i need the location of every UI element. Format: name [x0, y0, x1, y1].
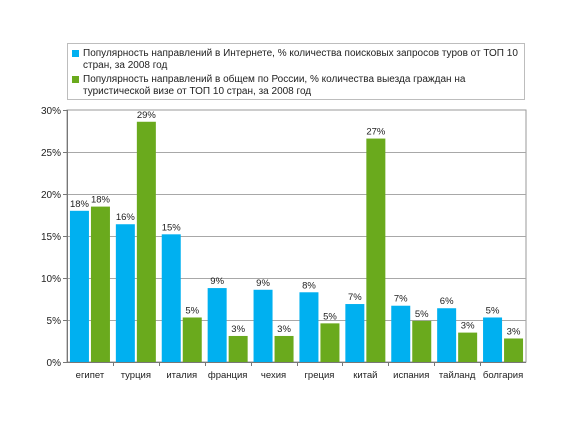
data-label-russia-3: 3%: [231, 324, 245, 335]
x-tick-label: италия: [166, 370, 197, 381]
bar-internet-4: [253, 289, 273, 362]
bar-internet-3: [207, 288, 227, 362]
y-tick-label: 20%: [41, 190, 61, 201]
grid-layer: [66, 109, 527, 363]
data-label-internet-0: 18%: [70, 199, 90, 210]
y-tick-label: 30%: [41, 106, 61, 117]
y-tick-label: 0%: [47, 358, 62, 369]
x-tick-label: испания: [393, 370, 429, 381]
bar-internet-7: [391, 305, 411, 362]
data-label-internet-9: 5%: [486, 305, 500, 316]
x-tick-label: китай: [353, 370, 377, 381]
data-label-internet-6: 7%: [348, 292, 362, 303]
legend-label-russia: Популярность направлений в общем по Росс…: [83, 74, 466, 97]
bar-russia-0: [90, 206, 110, 362]
data-label-internet-8: 6%: [440, 296, 454, 307]
data-label-russia-6: 27%: [366, 127, 386, 138]
legend-label-internet: Популярность направлений в Интернете, % …: [83, 48, 518, 71]
data-label-russia-2: 5%: [185, 305, 199, 316]
chart-legend: Популярность направлений в Интернете, % …: [67, 43, 525, 100]
y-tick-label: 5%: [47, 316, 62, 327]
bar-internet-8: [437, 308, 457, 362]
data-label-internet-4: 9%: [256, 278, 270, 289]
x-tick-label: турция: [121, 370, 151, 381]
bar-russia-1: [136, 121, 156, 362]
data-label-russia-4: 3%: [277, 324, 291, 335]
data-label-internet-2: 15%: [162, 222, 182, 233]
y-tick-label: 10%: [41, 274, 61, 285]
data-label-russia-7: 5%: [415, 309, 429, 320]
bar-russia-3: [228, 335, 248, 362]
data-label-internet-7: 7%: [394, 294, 408, 305]
legend-item-russia: Популярность направлений в общем по Росс…: [72, 74, 518, 98]
bar-russia-4: [274, 335, 294, 362]
data-label-russia-0: 18%: [91, 195, 111, 206]
bar-russia-5: [320, 323, 340, 362]
axis-layer: 0% 5% 10% 15% 20% 25% 30% египет турция италия фра…: [41, 106, 526, 381]
data-label-internet-3: 9%: [210, 276, 224, 287]
bar-internet-0: [69, 210, 89, 362]
x-tick-label: франция: [208, 370, 248, 381]
data-label-russia-9: 3%: [507, 326, 521, 337]
data-label-russia-8: 3%: [461, 321, 475, 332]
bar-russia-8: [458, 332, 478, 362]
x-tick-label: болгария: [483, 370, 523, 381]
data-label-russia-1: 29%: [137, 110, 157, 121]
bar-russia-2: [182, 317, 202, 362]
data-label-internet-5: 8%: [302, 280, 316, 291]
data-label-russia-5: 5%: [323, 311, 337, 322]
bar-internet-1: [115, 224, 135, 362]
y-tick-label: 15%: [41, 232, 61, 243]
bar-russia-6: [366, 138, 386, 362]
data-labels-layer: 18% 18% 16% 29% 15% 5% 9% 3% 9% 3% 8% 5% 7% 27% 7% 5% 6%…: [70, 110, 521, 338]
bar-internet-5: [299, 292, 319, 362]
bar-russia-9: [504, 338, 524, 362]
x-tick-label: чехия: [261, 370, 286, 381]
legend-swatch-internet: [72, 50, 79, 57]
bars-layer: [69, 121, 524, 362]
bar-russia-7: [412, 320, 432, 362]
data-label-internet-1: 16%: [116, 212, 136, 223]
x-tick-label: тайланд: [439, 370, 476, 381]
legend-swatch-russia: [72, 76, 79, 83]
x-tick-label: греция: [304, 370, 334, 381]
legend-item-internet: Популярность направлений в Интернете, % …: [72, 48, 518, 72]
y-tick-label: 25%: [41, 148, 61, 159]
bar-internet-6: [345, 304, 365, 362]
bar-internet-2: [161, 234, 181, 362]
bar-internet-9: [483, 317, 503, 362]
x-tick-label: египет: [76, 370, 105, 381]
